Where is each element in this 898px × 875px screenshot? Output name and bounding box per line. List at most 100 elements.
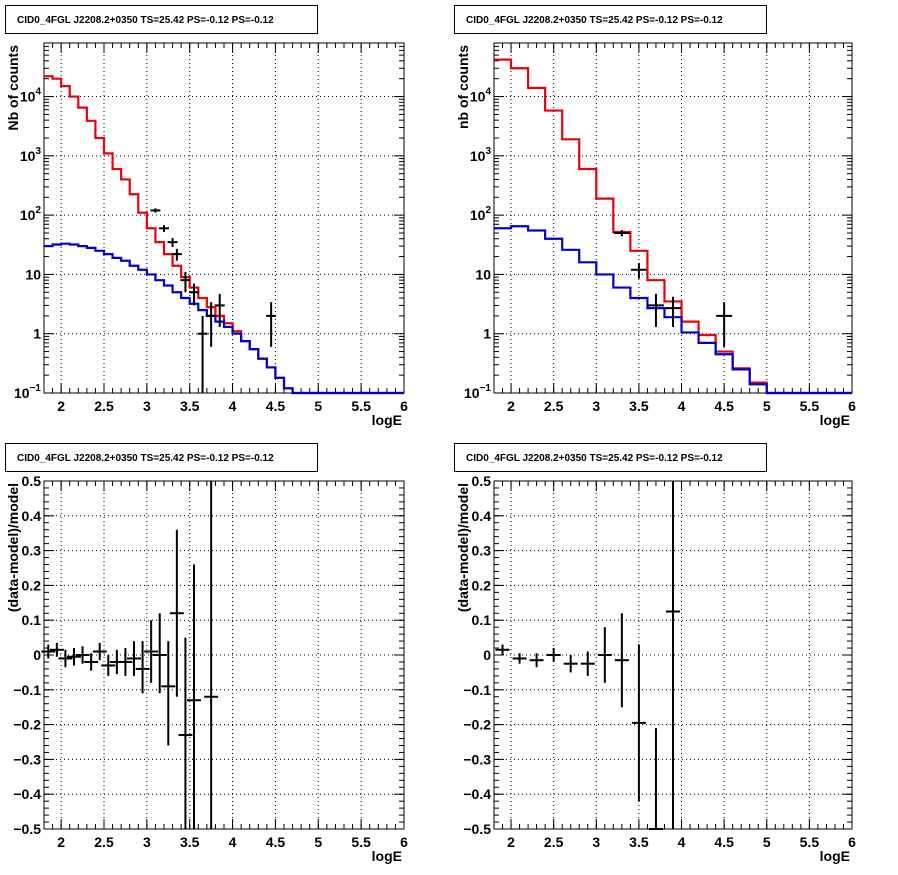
y-tick-label: 10 (25, 266, 41, 282)
data-point (613, 230, 630, 237)
data-point (495, 644, 510, 655)
data-point (631, 644, 646, 802)
data-point (161, 641, 176, 746)
y-axis: −0.5 −0.4 −0.3 −0.2 −0.1 0 0.1 0.2 0.3 0.4 0.5 (13, 473, 404, 837)
data-points (150, 208, 277, 393)
y-tick-label: 10 (475, 266, 491, 282)
x-tick-label: 3 (143, 398, 151, 414)
title-box (454, 443, 767, 472)
x-axis: 2 2.5 3 3.5 4 4.5 5 5.5 6 (43, 481, 408, 850)
data-point (716, 302, 733, 347)
y-axis-label: (data-model)/model (455, 483, 471, 612)
data-point (101, 655, 116, 676)
y-tick-label: −0.3 (463, 751, 491, 767)
panel-1: CID0_4FGL J2208.2+0350 TS=25.42 PS=-0.12… (5, 5, 408, 428)
data-point (563, 655, 578, 673)
y-tick-label: 0 (483, 647, 491, 663)
x-tick-label: 3.5 (629, 834, 649, 850)
y-tick-label: 0 (33, 647, 41, 663)
data-point (197, 315, 208, 393)
chart-title: CID0_4FGL J2208.2+0350 TS=25.42 PS=-0.12… (466, 453, 723, 464)
data-point (135, 641, 150, 694)
x-tick-label: 3.5 (629, 398, 649, 414)
x-tick-label: 4 (678, 398, 686, 414)
y-tick-label: 0.5 (22, 473, 42, 489)
y-tick-label: 0.1 (472, 612, 492, 628)
x-tick-label: 4.5 (266, 398, 286, 414)
x-tick-label: 2.5 (94, 398, 114, 414)
y-tick-label: 1 (33, 326, 41, 342)
y-tick-label: 0.5 (472, 473, 492, 489)
x-tick-label: 5.5 (351, 834, 371, 850)
grid (44, 481, 404, 829)
data-point (180, 271, 191, 293)
x-tick-label: 4.5 (266, 834, 286, 850)
x-tick-label: 2 (507, 834, 515, 850)
data-point (84, 653, 99, 671)
data-point (206, 302, 217, 347)
y-tick-label: 0.4 (22, 508, 42, 524)
x-axis-label: logE (372, 412, 402, 428)
data-point (529, 653, 544, 668)
y-tick-label: 0.3 (472, 543, 492, 559)
x-tick-label: 4 (229, 834, 237, 850)
x-tick-label: 2.5 (94, 834, 114, 850)
y-axis: 10−1 1 10 102 103 104 (464, 42, 852, 401)
x-tick-label: 5 (314, 834, 322, 850)
data-points (41, 481, 219, 829)
x-tick-label: 4 (678, 834, 686, 850)
data-point (127, 641, 141, 676)
data-point (187, 564, 201, 829)
chart-title: CID0_4FGL J2208.2+0350 TS=25.42 PS=-0.12… (466, 15, 723, 26)
data-point (150, 208, 161, 213)
x-tick-label: 4.5 (714, 834, 734, 850)
data-point (580, 651, 595, 676)
data-point (169, 529, 184, 697)
plot-frame (493, 42, 853, 394)
data-point (630, 263, 647, 279)
data-point (67, 648, 81, 666)
x-axis-label: logE (820, 848, 850, 864)
x-tick-label: 5 (314, 398, 322, 414)
x-tick-label: 6 (848, 398, 856, 414)
x-tick-label: 3 (143, 834, 151, 850)
chart-title: CID0_4FGL J2208.2+0350 TS=25.42 PS=-0.12… (17, 453, 274, 464)
data-point (159, 225, 169, 232)
x-tick-label: 6 (400, 398, 408, 414)
data-point (648, 728, 663, 830)
y-tick-label: −0.5 (463, 821, 491, 837)
x-tick-label: 5.5 (800, 398, 820, 414)
y-axis-label: Nb of counts (5, 45, 21, 131)
y-tick-label: −0.4 (13, 786, 41, 802)
y-tick-label: −0.1 (463, 682, 491, 698)
x-axis-label: logE (372, 848, 402, 864)
x-axis: 2 2.5 3 3.5 4 4.5 5 5.5 6 (493, 43, 856, 414)
x-tick-label: 2 (57, 834, 65, 850)
x-tick-label: 6 (848, 834, 856, 850)
x-tick-label: 5.5 (800, 834, 820, 850)
grid (494, 43, 852, 393)
y-tick-label: −0.1 (13, 682, 41, 698)
x-tick-label: 2.5 (544, 398, 564, 414)
title-box (454, 5, 767, 34)
data-points (613, 230, 733, 347)
x-tick-label: 4.5 (714, 398, 734, 414)
y-tick-label: 104 (470, 87, 492, 105)
data-point (178, 637, 193, 829)
y-tick-label: 103 (20, 146, 42, 164)
data-point (118, 648, 133, 676)
y-axis-label: nb of counts (455, 45, 471, 129)
x-tick-label: 3.5 (180, 398, 200, 414)
y-tick-label: 104 (20, 87, 42, 105)
x-axis: 2 2.5 3 3.5 4 4.5 5 5.5 6 (43, 43, 408, 414)
plot-frame (43, 42, 405, 394)
y-tick-label: −0.2 (13, 717, 41, 733)
y-tick-label: −0.4 (463, 786, 491, 802)
data-point (204, 481, 219, 829)
x-tick-label: 2 (57, 398, 65, 414)
data-point (171, 248, 182, 261)
data-point (614, 613, 629, 708)
y-tick-label: 0.2 (22, 577, 42, 593)
model-background-histogram (44, 242, 404, 395)
